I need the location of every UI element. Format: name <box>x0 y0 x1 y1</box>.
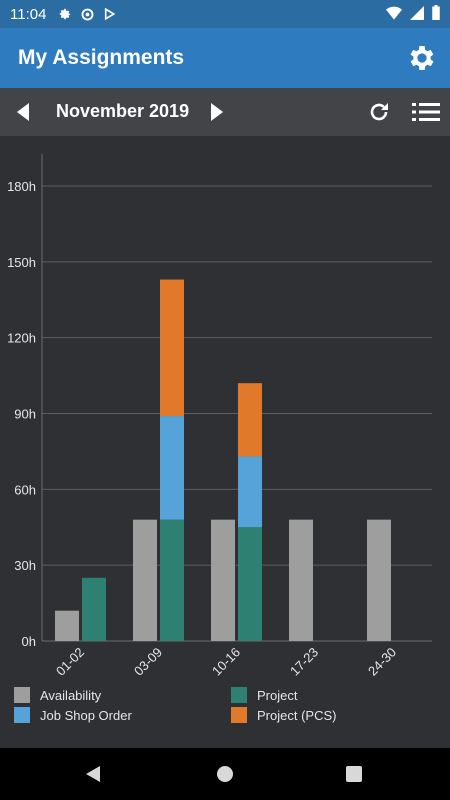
y-tick-label: 150h <box>7 255 36 270</box>
list-icon <box>412 103 440 121</box>
legend-swatch-project-pcs <box>231 707 247 723</box>
bar-availability <box>367 519 391 641</box>
legend-item-availability: Availability <box>14 687 101 703</box>
legend-item-project: Project <box>231 687 297 703</box>
battery-icon <box>432 5 440 20</box>
bar-availability <box>211 519 235 641</box>
gear-icon <box>410 46 434 70</box>
legend-label: Project (PCS) <box>257 707 337 723</box>
play-store-notification-icon <box>105 7 116 21</box>
status-bar: 11:04 <box>0 0 450 28</box>
legend-label: Availability <box>40 687 102 703</box>
bar-project <box>160 519 184 641</box>
system-navigation-bar <box>0 748 450 800</box>
refresh-button[interactable] <box>367 100 391 124</box>
next-month-button[interactable] <box>206 100 226 124</box>
bar-availability <box>133 519 157 641</box>
legend-label: Job Shop Order <box>40 707 132 723</box>
list-view-button[interactable] <box>412 100 440 124</box>
bar-project-pcs <box>238 383 262 457</box>
y-tick-label: 60h <box>14 482 36 497</box>
y-tick-label: 120h <box>7 331 36 346</box>
recents-nav-button[interactable] <box>346 766 362 782</box>
bar-job-shop-order <box>238 456 262 528</box>
bar-availability <box>289 519 313 641</box>
y-tick-label: 30h <box>14 558 36 573</box>
bar-availability <box>55 610 79 641</box>
y-tick-label: 0h <box>22 634 36 649</box>
x-tick-label: 03-09 <box>131 645 165 679</box>
assignments-chart: 0h 30h 60h 90h 120h 150h 180h 01-02 03-09 10-16 17… <box>7 154 432 679</box>
chevron-right-icon <box>211 103 223 121</box>
current-month-label: November 2019 <box>56 101 190 121</box>
chart-legend: Availability Project Job Shop Order Proj… <box>0 683 450 743</box>
app-bar: My Assignments <box>0 28 450 88</box>
legend-item-job-shop-order: Job Shop Order <box>14 707 132 723</box>
wifi-icon <box>386 6 402 20</box>
home-nav-button[interactable] <box>216 765 234 783</box>
assignments-chart-area: 0h 30h 60h 90h 120h 150h 180h 01-02 03-09 10-16 17… <box>0 136 450 748</box>
signal-icon <box>410 5 424 20</box>
legend-swatch-project <box>231 687 247 703</box>
bar-project <box>82 577 106 641</box>
y-tick-label: 180h <box>7 179 36 194</box>
bar-project-pcs <box>160 279 184 417</box>
sync-notification-icon <box>82 8 94 20</box>
settings-button[interactable] <box>406 42 438 74</box>
bar-project <box>238 527 262 641</box>
y-tick-label: 90h <box>14 407 36 422</box>
x-tick-label: 17-23 <box>287 645 321 679</box>
refresh-icon <box>370 103 388 121</box>
x-tick-label: 01-02 <box>53 645 87 679</box>
x-tick-label: 10-16 <box>209 645 243 679</box>
page-title: My Assignments <box>18 46 185 69</box>
previous-month-button[interactable] <box>14 100 34 124</box>
chevron-left-icon <box>17 103 29 121</box>
back-nav-button[interactable] <box>84 765 102 783</box>
x-tick-label: 24-30 <box>365 645 399 679</box>
legend-swatch-job-shop-order <box>14 707 30 723</box>
legend-swatch-availability <box>14 687 30 703</box>
bar-job-shop-order <box>160 416 184 520</box>
legend-item-project-pcs: Project (PCS) <box>231 707 336 723</box>
status-time: 11:04 <box>10 5 47 23</box>
legend-label: Project <box>257 687 298 703</box>
month-navigation-bar: November 2019 <box>0 88 450 136</box>
settings-notification-icon <box>60 8 71 20</box>
